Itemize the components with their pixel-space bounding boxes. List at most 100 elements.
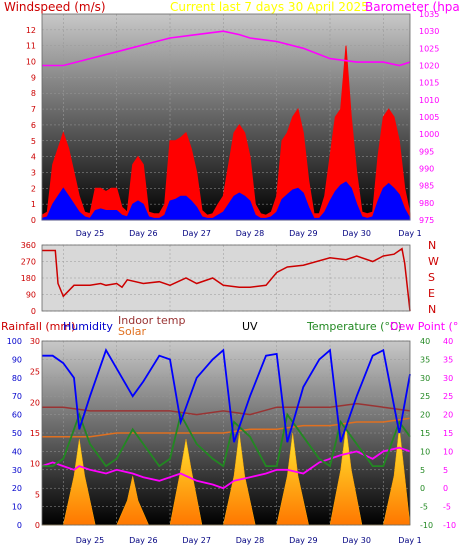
chart-title: Current last 7 days 30 April 2025 (170, 0, 369, 14)
gust-area-series (41, 45, 411, 221)
temp-x-tick-label: Day 27 (182, 536, 211, 545)
rain-tick-label: 5 (35, 490, 40, 499)
rainfall-label: Rainfall (mm) (1, 320, 75, 333)
uv-label: UV (242, 320, 258, 333)
rain-tick-label: 10 (30, 460, 40, 469)
wind-x-tick-label: Day 29 (289, 229, 318, 238)
humidity-tick-label: 90 (12, 355, 22, 364)
wind-y-tick-label: 7 (31, 105, 36, 114)
wind-y-tick-label: 1 (31, 200, 36, 209)
humidity-tick-label: 80 (12, 374, 22, 383)
dir-label-e: E (428, 287, 435, 300)
wind-x-tick-label: Day 25 (76, 229, 105, 238)
indoor-temp-line-series (42, 402, 411, 416)
wind-y-tick-label: 6 (31, 121, 36, 130)
dir-y-tick-label: 270 (21, 258, 36, 267)
humidity-tick-label: 30 (12, 466, 22, 475)
barometer-tick-label: 1030 (419, 27, 439, 36)
average-wind-area-series (41, 181, 411, 221)
temp-x-tick-label: Day 30 (342, 536, 371, 545)
barometer-tick-label: 985 (419, 182, 434, 191)
temp-tick-label: 30 (420, 374, 430, 383)
wind-y-tick-label: 8 (31, 89, 36, 98)
dir-label-s: S (428, 271, 435, 284)
wind-y-tick-label: 12 (26, 26, 36, 35)
temp-x-tick-label: Day 25 (76, 536, 105, 545)
humidity-tick-label: 0 (17, 521, 22, 530)
dir-y-tick-label: 360 (21, 241, 36, 250)
temp-tick-label: 10 (420, 447, 430, 456)
humidity-tick-label: 100 (7, 337, 22, 346)
dewpoint-tick-label: 0 (443, 484, 448, 493)
humidity-tick-label: 70 (12, 392, 22, 401)
dewpoint-tick-label: 20 (443, 411, 453, 420)
indoor-temp-label: Indoor temp (118, 314, 185, 327)
temp-tick-label: -10 (420, 521, 433, 530)
humidity-tick-label: 10 (12, 503, 22, 512)
wind-x-tick-label: Day 1 (398, 229, 421, 238)
dir-label-n-bottom: N (428, 303, 436, 316)
dir-label-w: W (428, 255, 439, 268)
wind-y-tick-label: 10 (26, 58, 36, 67)
barometer-tick-label: 1015 (419, 79, 439, 88)
dewpoint-tick-label: 5 (443, 466, 448, 475)
dir-y-tick-label: 90 (26, 291, 36, 300)
temp-tick-label: 35 (420, 355, 430, 364)
rain-tick-label: 0 (35, 521, 40, 530)
temp-tick-label: 0 (420, 484, 425, 493)
barometer-tick-label: 980 (419, 199, 434, 208)
barometer-line-series (42, 30, 411, 67)
barometer-tick-label: 1005 (419, 113, 439, 122)
wind-x-tick-label: Day 30 (342, 229, 371, 238)
dewpoint-tick-label: -5 (443, 503, 451, 512)
windspeed-title: Windspeed (m/s) (4, 0, 106, 14)
dewpoint-tick-label: 35 (443, 355, 453, 364)
temp-tick-label: 40 (420, 337, 430, 346)
dir-y-tick-label: 0 (31, 307, 36, 316)
dewpoint-tick-label: 10 (443, 447, 453, 456)
barometer-tick-label: 1000 (419, 130, 439, 139)
panel-border (41, 244, 411, 312)
temp-x-tick-label: Day 1 (398, 536, 421, 545)
rain-tick-label: 15 (30, 429, 40, 438)
barometer-title: Barometer (hpa) (365, 0, 459, 14)
wind-y-tick-label: 9 (31, 73, 36, 82)
dewpoint-line-series (41, 446, 411, 490)
solar-label: Solar (118, 325, 147, 338)
humidity-line-series (42, 348, 411, 443)
direction-line-series (42, 247, 411, 312)
wind-y-tick-label: 2 (31, 184, 36, 193)
temperature-label: Temperature (°C) (306, 320, 402, 333)
rain-tick-label: 20 (30, 398, 40, 407)
temp-tick-label: 20 (420, 411, 430, 420)
temp-x-tick-label: Day 26 (129, 536, 158, 545)
temp-tick-label: 15 (420, 429, 430, 438)
wind-y-tick-label: 11 (26, 42, 36, 51)
barometer-tick-label: 1010 (419, 96, 439, 105)
rain-tick-label: 30 (30, 337, 40, 346)
panel-border (41, 13, 411, 221)
dewpoint-label: Dew Point (°C) (390, 320, 459, 333)
temp-x-tick-label: Day 28 (236, 536, 265, 545)
dewpoint-tick-label: 15 (443, 429, 453, 438)
barometer-tick-label: 1035 (419, 10, 439, 19)
rain-tick-label: 25 (30, 368, 40, 377)
barometer-tick-label: 1025 (419, 44, 439, 53)
humidity-tick-label: 60 (12, 411, 22, 420)
wind-y-tick-label: 5 (31, 137, 36, 146)
dir-y-tick-label: 180 (21, 274, 36, 283)
temp-tick-label: 25 (420, 392, 430, 401)
wind-y-tick-label: 0 (31, 216, 36, 225)
temp-x-tick-label: Day 29 (289, 536, 318, 545)
humidity-label: Humidity (63, 320, 113, 333)
temp-tick-label: -5 (420, 503, 428, 512)
wind-y-tick-label: 4 (31, 153, 36, 162)
barometer-tick-label: 995 (419, 147, 434, 156)
barometer-tick-label: 990 (419, 165, 434, 174)
dewpoint-tick-label: 25 (443, 392, 453, 401)
temp-tick-label: 5 (420, 466, 425, 475)
temperature-line-series (42, 411, 411, 468)
barometer-tick-label: 1020 (419, 62, 439, 71)
panel-border (41, 340, 411, 526)
